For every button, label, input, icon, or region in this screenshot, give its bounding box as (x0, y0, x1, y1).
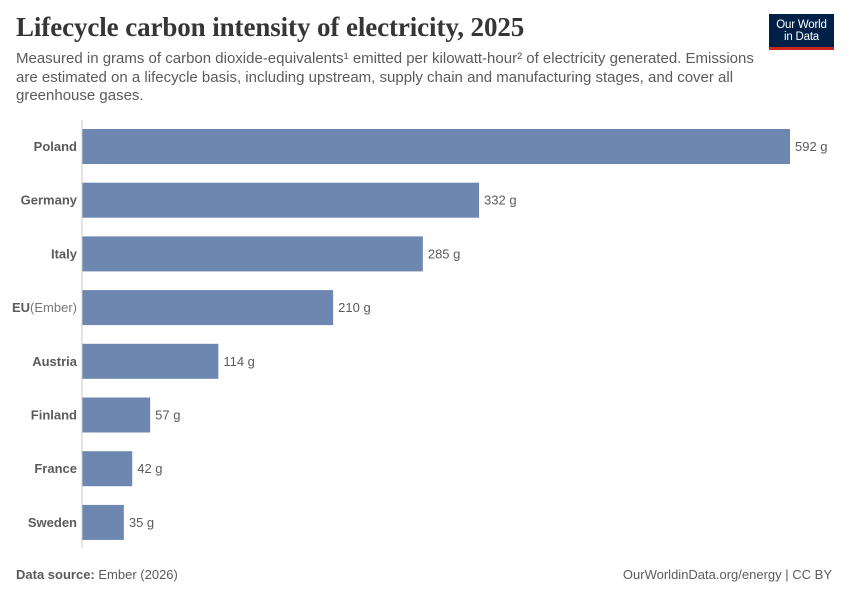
chart-title: Lifecycle carbon intensity of electricit… (16, 12, 525, 42)
value-label-italy: 285 g (428, 246, 461, 261)
license-link[interactable]: CC BY (792, 567, 832, 582)
bar-france[interactable] (82, 451, 133, 487)
value-label-germany: 332 g (484, 193, 517, 208)
bar-germany[interactable] (82, 182, 480, 218)
category-label-italy: Italy (51, 246, 78, 261)
category-label-eu: EU(Ember) (12, 300, 77, 315)
bar-italy[interactable] (82, 236, 423, 272)
value-label-eu: 210 g (338, 300, 371, 315)
source-link[interactable]: OurWorldinData.org/energy (622, 567, 782, 582)
category-label-sweden: Sweden (28, 515, 77, 530)
chart-subtitle: Measured in grams of carbon dioxide-equi… (16, 50, 754, 104)
footer-separator: | (781, 567, 793, 582)
category-label-austria: Austria (32, 354, 78, 369)
bar-finland[interactable] (82, 397, 151, 433)
data-source-value[interactable]: Ember (2026) (98, 567, 178, 582)
value-label-austria: 114 g (223, 354, 255, 369)
value-label-sweden: 35 g (129, 515, 154, 530)
bar-poland[interactable] (82, 129, 790, 164)
category-label-france: France (34, 461, 77, 476)
data-source-label: Data source: (16, 567, 95, 582)
logo-line-1: Our World (776, 18, 827, 31)
bar-sweden[interactable] (82, 504, 124, 540)
value-label-poland: 592 g (795, 139, 828, 154)
logo-line-2: in Data (783, 30, 820, 43)
value-label-france: 42 g (137, 461, 162, 476)
bar-austria[interactable] (82, 343, 219, 379)
bar-eu[interactable] (82, 290, 334, 326)
data-source: Data source: Ember (2026) (16, 567, 178, 582)
category-label-poland: Poland (34, 139, 77, 154)
value-label-finland: 57 g (155, 408, 180, 423)
category-label-germany: Germany (21, 193, 78, 208)
owid-logo[interactable]: Our World in Data (769, 14, 834, 50)
footer-links: OurWorldinData.org/energy | CC BY (623, 567, 832, 582)
category-label-finland: Finland (31, 408, 77, 423)
